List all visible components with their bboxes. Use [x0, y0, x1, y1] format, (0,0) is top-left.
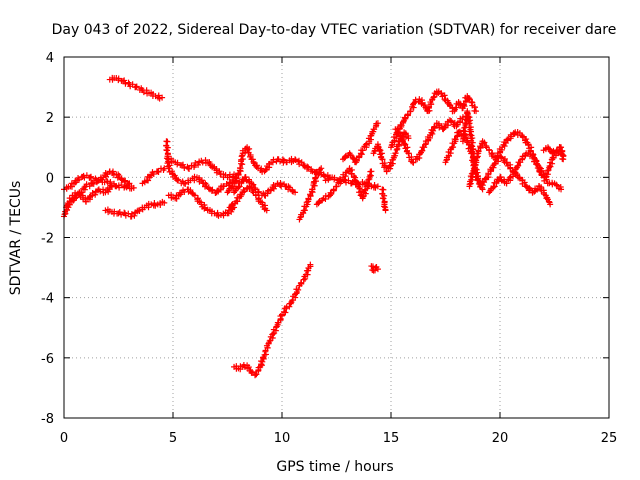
y-tick-label: -6 [41, 352, 54, 367]
data-series-seg6 [139, 165, 168, 187]
data-series-seg14 [296, 165, 325, 223]
data-series-seg26 [459, 108, 486, 193]
y-axis-label: SDTVAR / TECUs [8, 181, 24, 296]
chart-title: Day 043 of 2022, Sidereal Day-to-day VTE… [52, 22, 617, 38]
x-tick-label: 20 [492, 431, 509, 446]
data-series-seg11 [231, 173, 299, 199]
x-tick-label: 25 [601, 431, 618, 446]
plot-frame [63, 56, 610, 419]
axis-ticks: 0 5 10 15 20 25 -8 -6 -4 -2 0 2 4 [41, 51, 617, 446]
data-series-seg22 [392, 114, 466, 166]
data-series-seg15 [313, 165, 375, 208]
x-tick-label: 15 [383, 431, 400, 446]
x-tick-label: 0 [60, 431, 68, 446]
y-tick-label: 0 [46, 171, 54, 186]
data-series-seg16 [322, 174, 381, 191]
x-tick-label: 10 [274, 431, 291, 446]
data-series-seg18 [370, 129, 412, 175]
data-series-seg19 [379, 186, 389, 214]
data-series-seg2 [61, 168, 133, 193]
y-tick-label: 2 [46, 111, 54, 126]
y-tick-label: -8 [41, 412, 54, 427]
y-tick-label: -4 [41, 292, 54, 307]
data-series-seg17 [340, 120, 381, 166]
data-series-seg7 [163, 138, 240, 197]
y-tick-label: -2 [41, 232, 54, 247]
data-series-seg27 [540, 143, 567, 163]
data-points [61, 74, 567, 379]
data-series-seg20 [368, 263, 381, 274]
data-series-seg13 [231, 261, 314, 379]
x-axis-label: GPS time / hours [276, 459, 393, 475]
data-series-seg25 [486, 147, 567, 196]
data-series-seg3 [63, 183, 115, 211]
data-series-seg9 [165, 186, 238, 219]
data-series-seg12 [226, 183, 270, 214]
data-series-seg5 [102, 198, 168, 220]
data-series-seg4 [106, 74, 166, 102]
y-tick-label: 4 [46, 51, 54, 66]
data-series-seg8 [165, 155, 238, 181]
x-tick-label: 5 [169, 431, 177, 446]
grid-lines [64, 57, 609, 418]
